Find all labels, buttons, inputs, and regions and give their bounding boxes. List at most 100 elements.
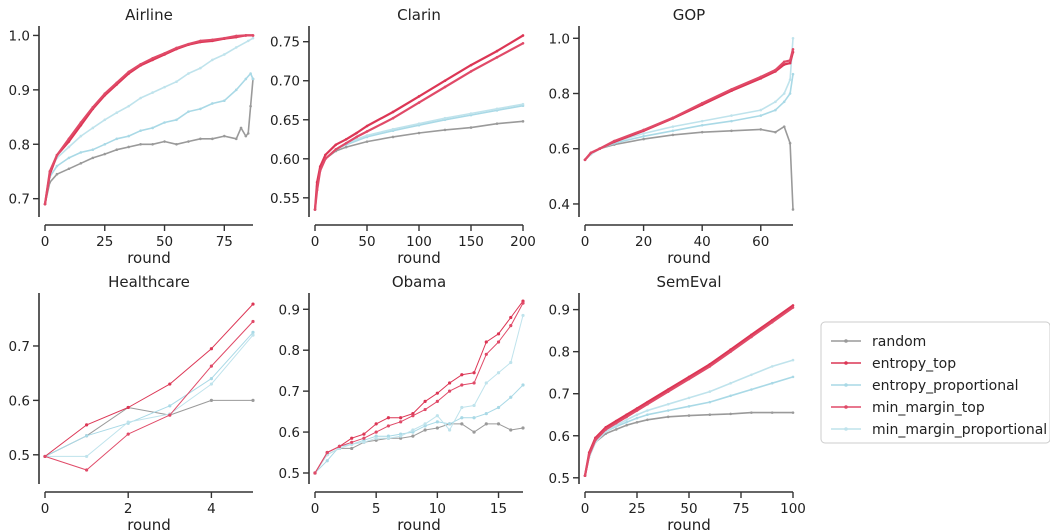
obama-point-min_margin_top: [399, 420, 403, 424]
clarin-point-min_margin_top: [355, 135, 358, 139]
obama-point-min_margin_proportional: [447, 428, 452, 432]
gop-point-entropy_proportional: [671, 129, 675, 133]
airline-point-min_margin_top: [115, 81, 119, 85]
gop-xtick-label: 60: [752, 234, 769, 250]
legend-label-entropy_top: entropy_top: [872, 356, 956, 372]
semeval-ytick-label: 0.6: [549, 429, 570, 445]
clarin-point-random: [417, 131, 421, 135]
clarin-point-random: [344, 145, 348, 149]
airline-point-entropy_proportional: [223, 99, 226, 103]
legend-marker-random: [844, 339, 848, 343]
airline-point-entropy_proportional: [251, 77, 255, 81]
clarin-point-random: [443, 128, 447, 132]
obama-point-min_margin_proportional: [509, 360, 513, 365]
semeval-xtick-label: 50: [680, 501, 697, 517]
gop-point-entropy_proportional: [759, 114, 763, 117]
airline-point-min_margin_top: [79, 121, 83, 124]
gop-point-min_margin_top: [700, 101, 704, 105]
healthcare-point-min_margin_top: [43, 454, 47, 459]
semeval-point-min_margin_top: [587, 453, 591, 456]
airline-series-entropy_proportional: [44, 72, 254, 205]
obama-xtick-label: 0: [311, 501, 320, 517]
airline-point-random: [163, 140, 166, 143]
obama-point-min_margin_top: [435, 399, 439, 403]
healthcare-point-min_margin_proportional: [126, 420, 130, 424]
obama-point-random: [484, 422, 488, 426]
semeval-point-min_margin_proportional: [635, 413, 639, 417]
obama-point-min_margin_top: [447, 389, 452, 393]
gop-point-entropy_proportional: [788, 92, 792, 95]
airline-point-min_margin_top: [127, 70, 130, 74]
airline-point-random: [127, 145, 130, 149]
obama-point-entropy_top: [362, 432, 366, 436]
obama-point-entropy_top: [460, 373, 464, 377]
healthcare-ytick-label: 0.5: [9, 448, 30, 464]
airline-point-min_margin_top: [103, 92, 107, 95]
healthcare-point-entropy_top: [168, 382, 172, 386]
healthcare-point-entropy_proportional: [168, 404, 172, 408]
semeval-point-random: [666, 415, 670, 419]
airline-point-entropy_proportional: [103, 142, 107, 146]
clarin-point-min_margin_proportional: [469, 112, 473, 115]
semeval-point-entropy_top: [791, 304, 795, 307]
healthcare-point-min_margin_top: [126, 432, 130, 436]
semeval-point-random: [646, 418, 649, 422]
gop-point-random: [759, 128, 763, 131]
airline-point-min_margin_top: [151, 56, 154, 60]
airline-point-min_margin_proportional: [91, 126, 95, 130]
obama-point-entropy_top: [484, 340, 488, 344]
semeval-point-random: [635, 420, 639, 424]
airline-point-random: [187, 140, 190, 143]
airline-point-entropy_proportional: [151, 126, 154, 130]
obama-point-min_margin_proportional: [496, 371, 501, 375]
gop-point-min_margin_proportional: [759, 108, 763, 112]
clarin-xtick-label: 50: [358, 234, 375, 250]
legend-marker-min_margin_top: [844, 405, 848, 409]
obama-point-entropy_top: [472, 371, 476, 375]
semeval-xlabel: round: [667, 516, 711, 531]
semeval-point-entropy_proportional: [687, 405, 691, 408]
obama-point-min_margin_proportional: [399, 434, 403, 438]
semeval-ytick-label: 0.5: [549, 471, 570, 487]
airline-point-min_margin_top: [244, 34, 248, 37]
healthcare-point-min_margin_top: [168, 413, 172, 417]
airline-point-min_margin_top: [67, 137, 71, 141]
clarin-series-entropy_top: [313, 34, 524, 210]
clarin-point-min_margin_top: [324, 157, 327, 161]
gop-xlabel: round: [667, 249, 711, 267]
healthcare-ytick-label: 0.6: [9, 393, 30, 409]
gop-title: GOP: [673, 6, 705, 24]
airline-point-min_margin_top: [234, 34, 238, 38]
clarin-series-entropy_proportional: [314, 104, 524, 210]
obama-point-random: [411, 434, 415, 438]
gop-xtick-label: 0: [581, 234, 590, 250]
semeval-point-min_margin_top: [687, 377, 691, 381]
gop-point-min_margin_top: [583, 158, 587, 162]
semeval-point-random: [729, 412, 732, 416]
airline-point-min_margin_proportional: [139, 96, 142, 100]
airline-point-random: [246, 132, 250, 135]
semeval-point-entropy_proportional: [750, 388, 753, 391]
airline-point-min_margin_top: [223, 36, 226, 40]
obama-point-min_margin_top: [423, 407, 427, 412]
airline-series-random: [44, 78, 254, 205]
clarin-point-min_margin_proportional: [417, 122, 421, 125]
clarin-point-random: [521, 120, 525, 123]
obama-point-min_margin_top: [472, 381, 476, 385]
semeval-series-entropy_top: [583, 304, 794, 476]
airline-series-min_margin_proportional: [44, 37, 254, 205]
airline-point-random: [223, 134, 226, 138]
airline-ytick-label: 1.0: [9, 28, 30, 44]
semeval-point-min_margin_top: [583, 474, 587, 477]
semeval-point-entropy_proportional: [666, 409, 670, 412]
obama-title: Obama: [392, 273, 446, 291]
obama-point-random: [509, 428, 513, 432]
gop-point-min_margin_proportional: [730, 114, 733, 117]
airline-ytick-label: 0.7: [9, 192, 30, 208]
obama-point-entropy_top: [399, 416, 403, 420]
semeval-point-min_margin_top: [594, 438, 597, 442]
clarin-point-entropy_top: [495, 49, 499, 53]
semeval-point-min_margin_top: [635, 409, 639, 412]
clarin-series-min_margin_proportional: [314, 103, 524, 210]
airline-point-min_margin_top: [251, 34, 255, 37]
